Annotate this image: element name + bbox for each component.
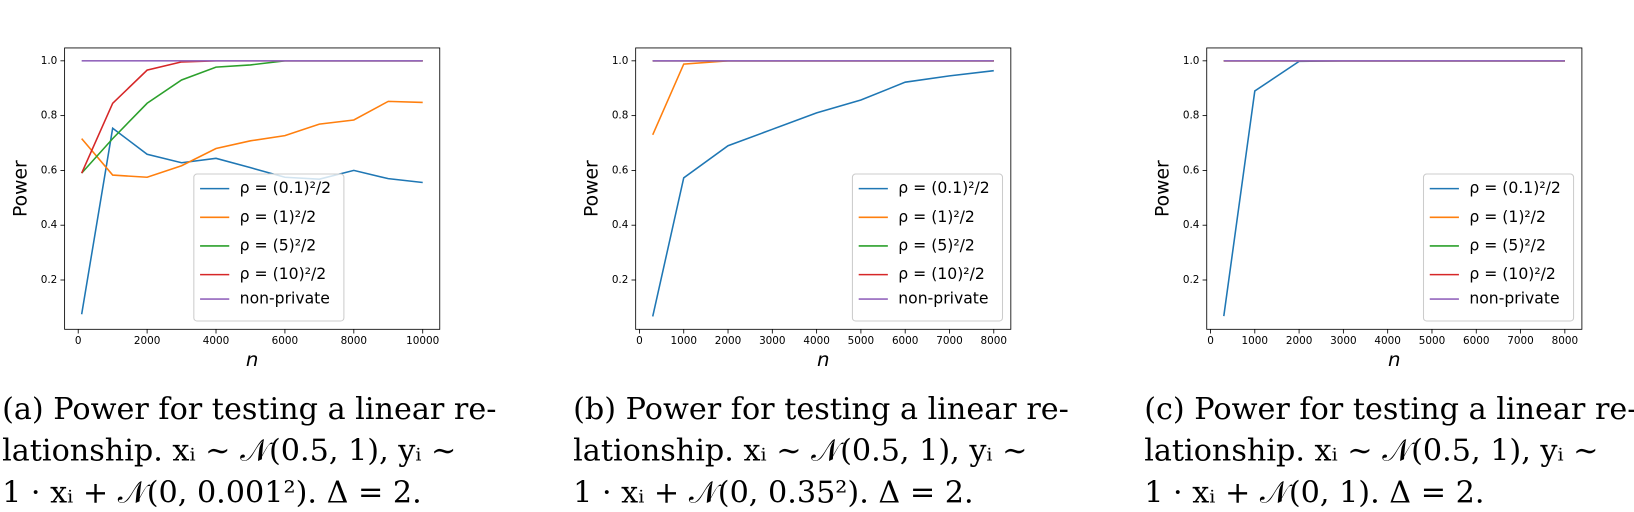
caption-line: lationship. xᵢ ∼ 𝒩(0.5, 1), yᵢ ∼ (2, 434, 456, 469)
caption-line: 1 · xᵢ + 𝒩(0, 1). Δ = 2. (1144, 475, 1484, 510)
y-tick-label: 0.2 (41, 274, 58, 286)
series-line (81, 60, 423, 174)
y-tick-label: 0.8 (1183, 110, 1200, 122)
x-tick-label: 8000 (981, 335, 1007, 347)
y-tick-label: 0.8 (41, 110, 58, 122)
caption-line: (a) Power for testing a linear re- (2, 392, 496, 427)
legend-label: ρ = (5)²/2 (1469, 235, 1546, 254)
legend-label: ρ = (5)²/2 (240, 235, 317, 254)
legend-label: ρ = (1)²/2 (240, 207, 317, 226)
x-axis-label: n (246, 348, 259, 371)
plot-frame (1206, 47, 1583, 330)
x-axis-label: n (817, 348, 830, 371)
x-tick-label: 2000 (715, 335, 741, 347)
series-line (80, 126, 423, 315)
x-tick-label: 8000 (341, 335, 367, 347)
x-tick-label: 4000 (803, 335, 829, 347)
legend-label: ρ = (10)²/2 (1469, 264, 1556, 283)
legend-box (1422, 173, 1575, 322)
legend-label: ρ = (5)²/2 (898, 235, 975, 254)
x-tick-label: 6000 (1463, 335, 1489, 347)
legend-label: non-private (240, 289, 330, 308)
y-axis-label: Power (1152, 160, 1173, 217)
x-tick-label: 3000 (759, 335, 785, 347)
y-tick-label: 0.8 (612, 110, 629, 122)
y-axis-label: Power (581, 160, 602, 217)
plot-frame (64, 47, 441, 330)
y-tick-label: 0.6 (1183, 164, 1200, 176)
x-tick-label: 6000 (892, 335, 918, 347)
caption-line: 1 · xᵢ + 𝒩(0, 0.001²). Δ = 2. (2, 475, 422, 510)
x-tick-label: 0 (75, 335, 82, 347)
legend-label: ρ = (1)²/2 (898, 207, 975, 226)
legend-label: ρ = (0.1)²/2 (240, 178, 331, 197)
chart: 0 2000 4000 6000 8000 10000 0.2 0.4 0.6 0.8 1.0 Pow… (2, 47, 496, 510)
x-tick-label: 7000 (936, 335, 962, 347)
x-tick-label: 2000 (134, 335, 160, 347)
legend-label: non-private (1469, 289, 1559, 308)
y-tick-label: 0.2 (612, 274, 629, 286)
x-tick-label: 5000 (848, 335, 874, 347)
y-tick-label: 0.2 (1183, 274, 1200, 286)
series-line (652, 60, 994, 136)
y-tick-label: 0.4 (612, 219, 629, 231)
y-tick-label: 1.0 (1183, 55, 1200, 67)
x-tick-label: 7000 (1507, 335, 1533, 347)
legend-label: ρ = (10)²/2 (898, 264, 985, 283)
series-line (81, 100, 423, 179)
x-tick-label: 8000 (1552, 335, 1578, 347)
x-tick-label: 6000 (272, 335, 298, 347)
legend-label: ρ = (0.1)²/2 (898, 178, 989, 197)
caption-line: 1 · xᵢ + 𝒩(0, 0.35²). Δ = 2. (573, 475, 973, 510)
caption-line: lationship. xᵢ ∼ 𝒩(0.5, 1), yᵢ ∼ (573, 434, 1027, 469)
x-tick-label: 0 (1207, 335, 1214, 347)
y-tick-label: 1.0 (41, 55, 58, 67)
x-tick-label: 0 (636, 335, 643, 347)
legend-label: non-private (898, 289, 988, 308)
y-tick-label: 0.4 (41, 219, 58, 231)
x-axis-label: n (1388, 348, 1401, 371)
x-tick-label: 4000 (1374, 335, 1400, 347)
chart: 0 1000 2000 3000 4000 5000 6000 7000 8000 0.2 0.4 0… (573, 47, 1069, 510)
y-tick-label: 0.6 (41, 164, 58, 176)
y-tick-label: 0.6 (612, 164, 629, 176)
caption-line: lationship. xᵢ ∼ 𝒩(0.5, 1), yᵢ ∼ (1144, 434, 1598, 469)
y-axis-label: Power (10, 160, 31, 217)
legend-label: ρ = (1)²/2 (1469, 207, 1546, 226)
y-tick-label: 1.0 (612, 55, 629, 67)
x-tick-label: 4000 (203, 335, 229, 347)
x-tick-label: 1000 (670, 335, 696, 347)
caption-line: (b) Power for testing a linear re- (573, 392, 1069, 427)
plot-frame (635, 47, 1012, 330)
x-tick-label: 1000 (1242, 335, 1268, 347)
series-line (651, 69, 994, 317)
chart: 0 1000 2000 3000 4000 5000 6000 7000 8000 0.2 0.4 0… (1144, 47, 1634, 510)
legend-box (851, 173, 1004, 322)
legend-label: ρ = (10)²/2 (240, 264, 326, 283)
x-tick-label: 5000 (1419, 335, 1445, 347)
x-tick-label: 10000 (406, 335, 439, 347)
legend-box (193, 173, 345, 322)
caption-line: (c) Power for testing a linear re- (1144, 392, 1634, 427)
y-tick-label: 0.4 (1183, 219, 1200, 231)
x-tick-label: 2000 (1286, 335, 1312, 347)
x-tick-label: 3000 (1330, 335, 1356, 347)
legend-label: ρ = (0.1)²/2 (1469, 178, 1560, 197)
